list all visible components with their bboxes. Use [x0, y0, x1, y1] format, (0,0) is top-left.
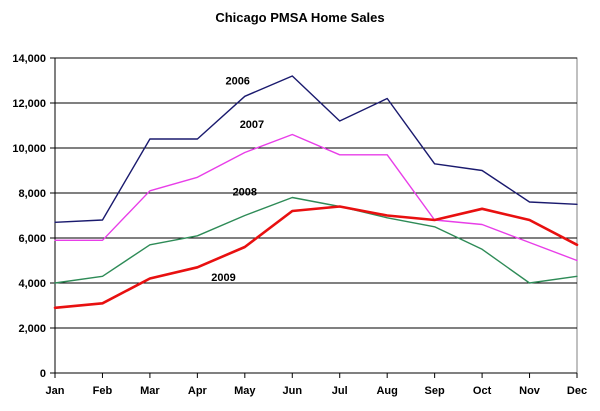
series-line-2006	[54, 75, 578, 224]
x-tick-label: Feb	[93, 385, 113, 397]
series-labels: 2006 2007 2008 2009	[211, 76, 264, 284]
grid-lines	[55, 57, 577, 329]
x-tick-label: Apr	[188, 385, 208, 397]
y-tick-label: 4,000	[18, 278, 46, 290]
tick-labels: 0 2,000 4,000 6,000 8,000 10,000 12,000 14,000 J…	[12, 53, 587, 397]
y-tick-label: 0	[40, 368, 46, 380]
x-tick-label: Jun	[282, 385, 302, 397]
plot-area	[54, 57, 578, 374]
series-label-2008: 2008	[233, 187, 257, 199]
y-tick-label: 2,000	[18, 323, 46, 335]
series-line-2007	[54, 133, 578, 262]
series-lines	[53, 75, 579, 310]
y-tick-label: 10,000	[12, 143, 46, 155]
series-label-2009: 2009	[211, 272, 235, 284]
x-tick-label: Oct	[473, 385, 492, 397]
y-tick-label: 6,000	[18, 233, 46, 245]
x-tick-label: Nov	[519, 385, 541, 397]
x-tick-label: Jan	[46, 385, 65, 397]
y-tick-label: 14,000	[12, 53, 46, 65]
series-line-2009	[53, 205, 579, 310]
series-label-2006: 2006	[225, 76, 249, 88]
x-tick-label: May	[234, 385, 256, 397]
x-tick-label: Jul	[332, 385, 348, 397]
x-tick-label: Dec	[567, 385, 587, 397]
y-tick-label: 12,000	[12, 98, 46, 110]
chart-title: Chicago PMSA Home Sales	[215, 10, 385, 25]
x-tick-label: Aug	[376, 385, 397, 397]
x-tick-label: Mar	[140, 385, 160, 397]
axes	[50, 57, 578, 378]
series-line-2008	[54, 196, 578, 284]
series-label-2007: 2007	[240, 119, 264, 131]
x-tick-label: Sep	[425, 385, 445, 397]
y-tick-label: 8,000	[18, 188, 46, 200]
